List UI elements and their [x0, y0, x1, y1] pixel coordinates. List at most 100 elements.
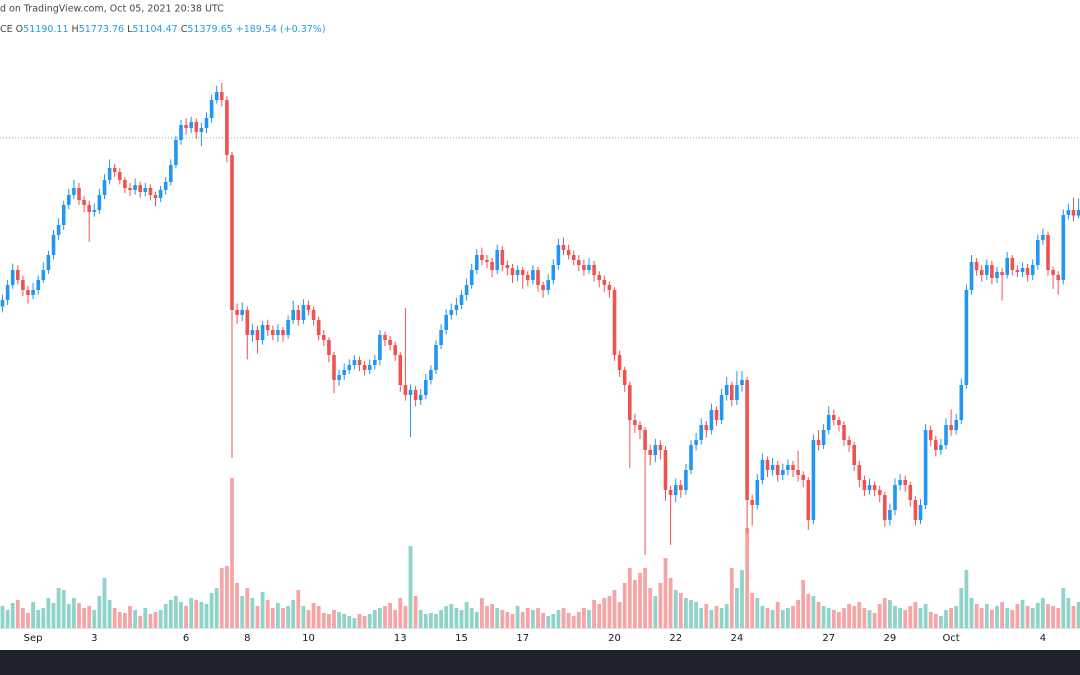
candle-body — [755, 480, 760, 505]
ohlc-legend: CE O51190.11 H51773.76 L51104.47 C51379.… — [0, 24, 326, 35]
volume-bar — [964, 570, 969, 628]
volume-bar — [995, 606, 999, 628]
volume-bar — [179, 602, 183, 628]
candle-body — [383, 335, 387, 340]
x-tick-label: 3 — [91, 633, 97, 644]
volume-bar — [612, 590, 617, 628]
x-tick-label: 27 — [822, 633, 835, 644]
candle-body — [286, 320, 290, 335]
candle-body — [31, 290, 35, 295]
candle-body — [123, 180, 127, 188]
candle-body — [888, 510, 892, 520]
volume-bar — [510, 614, 515, 628]
candle-body — [469, 270, 474, 285]
volume-bar — [490, 604, 494, 628]
volume-bar — [531, 610, 535, 628]
x-tick-label: 13 — [394, 633, 407, 644]
candle-body — [464, 285, 469, 295]
volume-bar — [168, 600, 173, 628]
volume-bar — [21, 608, 25, 628]
volume-bar — [597, 604, 602, 628]
candle-body — [923, 430, 928, 505]
volume-bar — [189, 598, 194, 628]
candle-body — [276, 330, 280, 335]
volume-bar — [454, 608, 459, 628]
volume-bar — [525, 608, 530, 628]
candle-body — [740, 380, 744, 385]
candle-body — [826, 415, 831, 430]
candle-body — [883, 495, 887, 520]
candle-body — [832, 415, 836, 420]
volume-bar — [944, 610, 948, 628]
volume-bar — [225, 566, 229, 628]
volume-bar — [367, 614, 372, 628]
candle-body — [577, 260, 581, 265]
volume-bar — [270, 608, 275, 628]
candle-body — [918, 505, 923, 520]
volume-bar — [347, 616, 352, 628]
candle-body — [327, 340, 331, 355]
chart-title: d on TradingView.com, Oct 05, 2021 20:38… — [0, 4, 224, 15]
volume-bar — [587, 610, 591, 628]
volume-bar — [765, 608, 770, 628]
candle-body — [913, 500, 918, 520]
candle-body — [1015, 270, 1020, 272]
candle-body — [403, 385, 408, 395]
volume-bar — [61, 590, 66, 628]
candle-body — [592, 265, 596, 275]
volume-bar — [627, 568, 632, 628]
candle-body — [500, 250, 505, 265]
volume-bar — [622, 583, 627, 628]
volume-bar — [301, 606, 306, 628]
candle-body — [679, 485, 683, 490]
candle-body — [10, 270, 15, 285]
volume-bar — [82, 608, 86, 628]
candle-body — [724, 385, 729, 395]
volume-bar — [556, 610, 561, 628]
volume-bar — [714, 606, 719, 628]
candle-body — [418, 395, 423, 400]
candle-body — [148, 188, 153, 195]
candle-body — [979, 270, 984, 275]
candle-body — [449, 310, 454, 315]
volume-bar — [826, 608, 831, 628]
candle-body — [112, 168, 117, 172]
candle-body — [730, 385, 734, 400]
volume-bar — [694, 602, 698, 628]
volume-bar — [332, 610, 336, 628]
candle-body — [46, 255, 51, 270]
volume-bar — [1005, 608, 1010, 628]
volume-bar — [291, 600, 296, 628]
volume-bar — [913, 602, 918, 628]
candle-body — [51, 235, 56, 255]
candle-body — [546, 280, 550, 290]
volume-bar — [429, 613, 433, 628]
candle-body — [153, 195, 158, 198]
volume-bar — [87, 606, 92, 628]
volume-bar — [684, 598, 688, 628]
volume-bar — [230, 478, 234, 628]
x-tick-label: 10 — [302, 633, 315, 644]
volume-bar — [663, 558, 668, 628]
candle-body — [561, 245, 566, 250]
candle-body — [1030, 265, 1035, 275]
volume-bar — [439, 610, 443, 628]
candle-body — [520, 270, 525, 275]
candle-body — [704, 425, 709, 430]
volume-bar — [862, 608, 867, 628]
candle-body — [194, 122, 199, 132]
volume-bar — [607, 596, 612, 628]
candle-body — [893, 485, 897, 510]
candle-body — [490, 262, 494, 270]
volume-bar — [775, 602, 780, 628]
candle-body — [765, 460, 770, 470]
legend-value: 51190.11 — [23, 24, 68, 35]
volume-bar — [72, 598, 76, 628]
volume-bar — [281, 608, 285, 628]
volume-bar — [143, 608, 148, 628]
candle-body — [67, 195, 71, 205]
volume-bar — [903, 610, 908, 628]
volume-bar — [383, 606, 387, 628]
volume-bar — [877, 604, 882, 628]
volume-bar — [724, 604, 729, 628]
